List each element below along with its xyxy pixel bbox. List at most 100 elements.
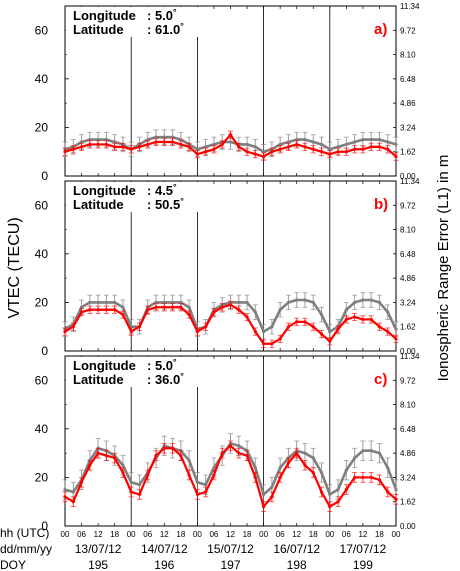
- data-point: [187, 305, 191, 309]
- data-point: [121, 463, 125, 467]
- hour-tick-label: 12: [94, 530, 103, 539]
- data-point: [303, 137, 307, 142]
- data-point: [311, 147, 315, 151]
- data-point: [286, 300, 291, 305]
- data-point: [195, 147, 199, 151]
- data-point: [187, 473, 191, 477]
- data-point: [311, 300, 315, 305]
- data-point: [121, 470, 125, 475]
- right-tick-label: 6.48: [400, 75, 416, 84]
- panel-2: 0 20 40 60 0.00 1.62 3.24 4.86 6.48 8.10 9.72 11.34…: [35, 177, 420, 358]
- data-point: [170, 135, 175, 139]
- longitude-label: Longitude: [73, 358, 136, 373]
- data-point: [212, 310, 216, 314]
- data-point: [104, 300, 108, 305]
- data-point: [104, 308, 108, 312]
- row-label-doy: DOY: [0, 558, 26, 571]
- hour-tick-label: 12: [160, 530, 169, 539]
- data-point: [237, 451, 241, 455]
- data-point: [63, 495, 67, 499]
- y-tick-label: 20: [35, 470, 49, 484]
- data-point: [262, 342, 266, 346]
- data-point: [146, 473, 150, 477]
- data-point: [311, 456, 315, 460]
- data-point: [336, 150, 340, 154]
- data-point: [377, 145, 382, 149]
- data-point: [286, 145, 291, 149]
- data-point: [311, 325, 315, 329]
- data-point: [113, 300, 117, 305]
- data-point: [146, 137, 150, 142]
- data-point: [361, 449, 365, 453]
- data-point: [344, 308, 348, 312]
- y-tick-label: 0: [41, 169, 48, 183]
- data-point: [369, 475, 373, 480]
- left-axis-label: VTEC (TECU): [6, 217, 23, 318]
- data-point: [71, 500, 75, 504]
- data-point: [377, 300, 382, 305]
- hour-tick-label: 06: [276, 530, 285, 539]
- data-point: [187, 312, 191, 317]
- data-point: [262, 329, 266, 334]
- data-point: [146, 142, 150, 147]
- series-model: [62, 129, 399, 160]
- data-point: [386, 147, 390, 151]
- data-point: [353, 140, 357, 144]
- data-point: [170, 300, 175, 305]
- doy-label: 197: [220, 558, 240, 571]
- hour-tick-label: 00: [61, 530, 70, 539]
- data-point: [369, 137, 373, 142]
- series-measured: [62, 130, 399, 161]
- data-point: [394, 337, 398, 341]
- data-point: [96, 300, 100, 305]
- right-tick-label: 4.86: [400, 449, 416, 458]
- data-point: [88, 142, 92, 147]
- data-point: [253, 329, 257, 334]
- data-point: [137, 483, 142, 487]
- coordinate-box-bg: [66, 357, 202, 387]
- data-point: [303, 463, 307, 467]
- data-point: [79, 140, 84, 144]
- panel-3: 0 20 40 60 0.00 1.62 3.24 4.86 6.48 8.10 9.72 11.34…: [35, 352, 420, 533]
- data-point: [245, 315, 249, 319]
- data-point: [394, 487, 398, 492]
- data-point: [88, 137, 92, 142]
- data-point: [170, 305, 175, 309]
- right-tick-label: 1.62: [400, 323, 416, 332]
- latitude-label: Latitude: [73, 372, 124, 387]
- data-point: [319, 332, 324, 336]
- data-point: [162, 135, 166, 139]
- data-point: [353, 300, 357, 305]
- data-point: [121, 305, 125, 309]
- right-tick-label: 9.72: [400, 376, 416, 385]
- latitude-value: : 61.0°: [147, 21, 184, 37]
- data-point: [170, 446, 175, 450]
- y-tick-label: 60: [35, 198, 49, 212]
- data-point: [212, 466, 216, 470]
- data-point: [237, 300, 241, 305]
- data-point: [88, 308, 92, 312]
- x-axis: 00 06 12 18 13/07/12 195 00 06 12 18 14/07/12 196 00…: [61, 530, 401, 571]
- data-point: [154, 140, 158, 144]
- degree-symbol: °: [173, 182, 177, 192]
- data-point: [63, 329, 67, 334]
- right-tick-label: 6.48: [400, 250, 416, 259]
- data-point: [311, 140, 315, 144]
- data-point: [328, 147, 332, 151]
- data-point: [328, 339, 332, 343]
- right-tick-label: 9.72: [400, 201, 416, 210]
- data-point: [386, 140, 390, 144]
- hour-tick-label: 12: [292, 530, 301, 539]
- coordinate-box: Longitude: 5.0° Latitude: 61.0°: [66, 7, 202, 37]
- data-point: [253, 310, 257, 314]
- data-point: [344, 142, 348, 147]
- hour-tick-label: 00: [392, 530, 401, 539]
- data-point: [121, 145, 125, 149]
- latitude-label: Latitude: [73, 22, 124, 37]
- data-point: [245, 453, 249, 458]
- y-tick-label: 40: [35, 247, 49, 261]
- longitude-value: : 5.0°: [147, 357, 177, 373]
- data-point: [71, 147, 75, 151]
- data-point: [377, 325, 382, 329]
- date-label: 17/07/12: [340, 542, 387, 556]
